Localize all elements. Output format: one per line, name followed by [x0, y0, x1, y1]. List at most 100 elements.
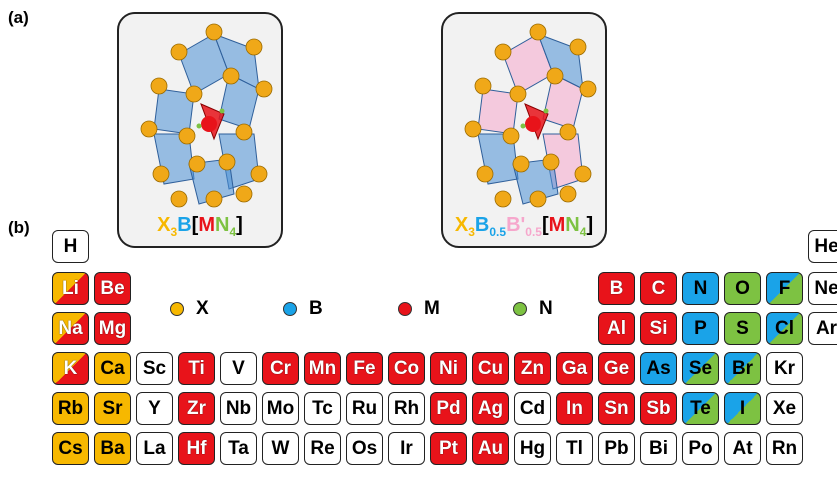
element-symbol: Ar	[815, 317, 837, 339]
element-symbol: C	[651, 277, 666, 299]
element-symbol: Zn	[520, 357, 545, 379]
formula2-b: B	[474, 214, 490, 236]
element-cell-se: Se	[682, 352, 719, 385]
element-symbol: Xe	[772, 397, 797, 419]
element-cell-o: O	[724, 272, 761, 305]
element-symbol: O	[735, 277, 750, 299]
element-cell-sb: Sb	[640, 392, 677, 425]
element-symbol: Hf	[186, 437, 207, 459]
element-cell-at: At	[724, 432, 761, 465]
element-symbol: Pd	[436, 397, 461, 419]
element-cell-cr: Cr	[262, 352, 299, 385]
formula2-close-bracket: ]	[586, 214, 594, 236]
element-cell-au: Au	[472, 432, 509, 465]
formula-open-bracket: [	[191, 214, 199, 236]
element-symbol: Tl	[566, 437, 583, 459]
element-cell-rh: Rh	[388, 392, 425, 425]
element-symbol: F	[778, 277, 791, 299]
element-cell-c: C	[640, 272, 677, 305]
element-cell-br: Br	[724, 352, 761, 385]
element-symbol: Cr	[269, 357, 292, 379]
element-cell-ta: Ta	[220, 432, 257, 465]
element-cell-te: Te	[682, 392, 719, 425]
element-cell-he: He	[808, 230, 837, 263]
structure-box-x3b-mn4: X3B[MN4]	[117, 12, 283, 248]
element-cell-s: S	[724, 312, 761, 345]
element-symbol: Pb	[604, 437, 629, 459]
formula2-n: N	[565, 214, 580, 236]
element-symbol: Os	[351, 437, 378, 459]
element-symbol: Br	[731, 357, 754, 379]
element-symbol: Ne	[814, 277, 837, 299]
element-cell-ru: Ru	[346, 392, 383, 425]
element-cell-al: Al	[598, 312, 635, 345]
element-symbol: Sb	[646, 397, 671, 419]
element-cell-bi: Bi	[640, 432, 677, 465]
legend-label-n: N	[539, 298, 553, 319]
element-cell-cu: Cu	[472, 352, 509, 385]
legend-dot-b	[283, 302, 297, 316]
element-symbol: He	[814, 235, 837, 257]
legend-b: B	[283, 298, 323, 320]
element-cell-ni: Ni	[430, 352, 467, 385]
formula-m: M	[198, 214, 215, 236]
element-cell-as: As	[640, 352, 677, 385]
formula-close-bracket: ]	[236, 214, 243, 236]
element-symbol: Ga	[561, 357, 588, 379]
element-symbol: I	[739, 397, 746, 419]
element-cell-xe: Xe	[766, 392, 803, 425]
element-symbol: Sc	[142, 357, 167, 379]
legend-label-b: B	[309, 298, 323, 319]
element-symbol: Ba	[100, 437, 125, 459]
element-symbol: Kr	[773, 357, 796, 379]
element-cell-os: Os	[346, 432, 383, 465]
element-cell-ga: Ga	[556, 352, 593, 385]
element-symbol: W	[271, 437, 290, 459]
element-cell-cd: Cd	[514, 392, 551, 425]
element-cell-zn: Zn	[514, 352, 551, 385]
element-symbol: Sr	[102, 397, 123, 419]
formula2-bprime-sub: 0.5	[525, 225, 542, 239]
element-symbol: H	[63, 235, 78, 257]
element-cell-sr: Sr	[94, 392, 131, 425]
element-cell-pd: Pd	[430, 392, 467, 425]
element-cell-in: In	[556, 392, 593, 425]
element-symbol: Mg	[98, 317, 127, 339]
element-symbol: Fe	[353, 357, 376, 379]
element-cell-h: H	[52, 230, 89, 263]
element-symbol: In	[566, 397, 583, 419]
element-cell-mo: Mo	[262, 392, 299, 425]
element-cell-kr: Kr	[766, 352, 803, 385]
element-symbol: Ru	[351, 397, 378, 419]
element-symbol: Si	[649, 317, 668, 339]
element-symbol: Nb	[225, 397, 252, 419]
element-symbol: Au	[477, 437, 504, 459]
element-cell-si: Si	[640, 312, 677, 345]
element-symbol: As	[646, 357, 671, 379]
element-symbol: Ag	[477, 397, 504, 419]
formula-n: N	[215, 214, 230, 236]
element-symbol: V	[232, 357, 245, 379]
element-symbol: Ca	[100, 357, 125, 379]
element-symbol: Cu	[477, 357, 504, 379]
element-symbol: Ni	[439, 357, 458, 379]
element-cell-pt: Pt	[430, 432, 467, 465]
element-cell-hg: Hg	[514, 432, 551, 465]
element-cell-v: V	[220, 352, 257, 385]
element-symbol: Sn	[604, 397, 629, 419]
element-cell-mg: Mg	[94, 312, 131, 345]
element-symbol: S	[736, 317, 749, 339]
element-symbol: Po	[688, 437, 713, 459]
element-cell-be: Be	[94, 272, 131, 305]
element-cell-ne: Ne	[808, 272, 837, 305]
element-cell-hf: Hf	[178, 432, 215, 465]
element-cell-rb: Rb	[52, 392, 89, 425]
formula-x3b-mn4: X3B[MN4]	[119, 214, 281, 239]
element-symbol: Bi	[649, 437, 668, 459]
element-symbol: Co	[393, 357, 420, 379]
element-symbol: Tc	[312, 397, 333, 419]
element-cell-ge: Ge	[598, 352, 635, 385]
element-cell-n: N	[682, 272, 719, 305]
element-symbol: Ir	[400, 437, 413, 459]
legend-m: M	[398, 298, 440, 320]
